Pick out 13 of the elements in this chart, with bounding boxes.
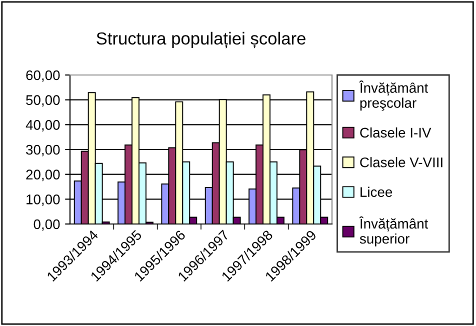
legend-label: Învățământ preşcolar <box>359 80 428 111</box>
y-tick-label: 50,00 <box>26 95 60 107</box>
chart-title: Structura populației școlare <box>96 32 306 48</box>
legend-label: Licee <box>360 186 392 197</box>
y-tick-label: 30,00 <box>26 144 60 156</box>
legend-label: Clasele V-VIII <box>360 157 442 168</box>
y-tick-label: 20,00 <box>26 170 60 182</box>
legend-label: Învățământ superior <box>359 216 428 246</box>
y-tick-label: 40,00 <box>26 120 60 132</box>
y-tick-label: 60,00 <box>26 70 60 82</box>
legend-label: Clasele I-IV <box>360 127 432 138</box>
y-tick-label: 10,00 <box>26 194 60 206</box>
y-tick-label: 0,00 <box>34 219 60 231</box>
